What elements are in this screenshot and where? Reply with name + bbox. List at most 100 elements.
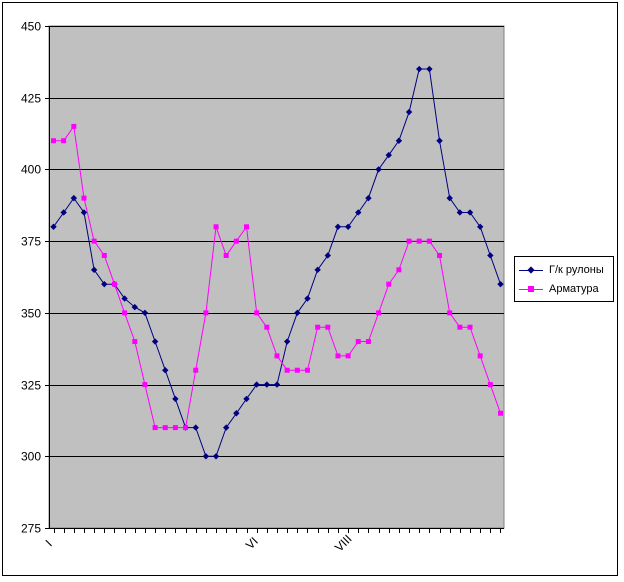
series-1-point-0 — [50, 223, 57, 230]
legend-square-marker-icon — [528, 286, 534, 292]
series-1-point-34 — [395, 137, 403, 144]
y-tick-label-450: 450 — [21, 20, 41, 34]
series-1-point-42 — [476, 223, 484, 230]
series-2-point-32 — [376, 310, 382, 316]
legend: Г/к рулоны Арматура — [514, 256, 614, 302]
series-2-point-16 — [213, 224, 219, 230]
series-1-point-29 — [344, 223, 352, 230]
series-2-point-36 — [416, 238, 422, 244]
series-2-point-11 — [162, 425, 168, 431]
series-1-point-8 — [131, 303, 138, 311]
series-1-point-39 — [446, 194, 453, 202]
line-chart: 275 300 325 350 375 400 425 450 I VI VIII — [21, 20, 505, 555]
series-1-point-21 — [263, 381, 271, 388]
series-2-point-1 — [61, 138, 67, 144]
series-1-point-20 — [253, 381, 260, 388]
series-2-point-2 — [71, 123, 77, 129]
series-2-point-6 — [111, 281, 117, 287]
series-2-point-31 — [365, 339, 371, 345]
series-2-point-39 — [447, 310, 453, 316]
series-2-point-38 — [437, 252, 443, 258]
legend-label-series-1: Г/к рулоны — [549, 264, 604, 276]
series-2-point-34 — [396, 267, 402, 273]
series-1-point-32 — [375, 166, 382, 173]
x-tick-label-2: VIII — [332, 532, 355, 555]
series-2-point-13 — [183, 425, 189, 431]
series-2-point-18 — [233, 238, 239, 244]
y-tick-label-425: 425 — [21, 92, 41, 106]
series-1-point-26 — [314, 266, 321, 274]
series-1-point-37 — [426, 65, 433, 73]
series-1-point-12 — [172, 395, 179, 403]
series-1-point-27 — [324, 252, 331, 259]
series-1-point-33 — [385, 151, 392, 159]
series-2-point-26 — [315, 324, 321, 330]
series-2-point-25 — [304, 367, 310, 373]
series-2-point-30 — [355, 339, 361, 345]
series-2-point-20 — [254, 310, 260, 316]
series-2-point-12 — [172, 425, 178, 431]
series-1-point-22 — [273, 381, 281, 388]
series-1-point-7 — [121, 295, 128, 302]
x-tick-label-0: I — [43, 537, 55, 549]
series-2-point-28 — [335, 353, 341, 359]
y-tick-label-325: 325 — [21, 379, 41, 393]
series-1-point-38 — [436, 137, 443, 144]
series-2-point-41 — [467, 324, 473, 330]
series-2-point-4 — [91, 238, 97, 244]
legend-diamond-marker-icon — [527, 266, 535, 274]
series-2-point-19 — [244, 224, 250, 230]
series-1-point-19 — [243, 395, 250, 403]
series-1-point-9 — [141, 309, 149, 317]
series-2-point-5 — [101, 252, 107, 258]
series-2-point-9 — [142, 382, 148, 388]
series-2-point-42 — [477, 353, 483, 359]
series-1-point-17 — [223, 424, 230, 431]
series-1-point-2 — [70, 194, 78, 202]
series-1-point-11 — [162, 367, 169, 374]
y-tick-label-400: 400 — [21, 163, 41, 177]
series-1-point-30 — [355, 209, 362, 216]
series-2-point-43 — [487, 382, 493, 388]
y-tick-label-375: 375 — [21, 235, 41, 249]
series-1-point-4 — [90, 266, 98, 274]
series-2-point-21 — [264, 324, 270, 330]
series-1-point-31 — [365, 194, 372, 202]
series-2-point-8 — [132, 339, 138, 345]
series-1-point-18 — [233, 410, 240, 417]
legend-item-series-2: Арматура — [519, 282, 613, 298]
series-1-point-5 — [101, 280, 108, 288]
series-1-point-36 — [416, 65, 423, 73]
series-2-point-27 — [325, 324, 331, 330]
y-tick-label-350: 350 — [21, 307, 41, 321]
series-2-point-33 — [386, 281, 392, 287]
series-1-point-25 — [304, 295, 311, 302]
legend-item-series-1: Г/к рулоны — [519, 263, 613, 279]
series-2-point-29 — [345, 353, 351, 359]
series-2-point-40 — [457, 324, 463, 330]
series-2-point-14 — [193, 367, 199, 373]
series-2-point-7 — [122, 310, 128, 316]
series-1-point-43 — [487, 252, 494, 259]
series-2-point-22 — [274, 353, 280, 359]
series-1-point-44 — [497, 280, 504, 288]
series-2-point-3 — [81, 195, 87, 201]
series-2-point-15 — [203, 310, 209, 316]
chart-area: 275 300 325 350 375 400 425 450 I VI VIII Г/к руло… — [2, 2, 618, 576]
series-1-point-3 — [80, 209, 88, 216]
x-tick-label-1: VI — [243, 534, 261, 552]
series-2-point-35 — [406, 238, 412, 244]
series-1-point-40 — [456, 209, 464, 216]
series-1-point-28 — [334, 223, 342, 230]
series-1-point-41 — [466, 209, 474, 216]
series-1-point-35 — [405, 108, 413, 116]
y-tick-label-300: 300 — [21, 450, 41, 464]
plot-area — [48, 25, 505, 529]
series-2-point-24 — [294, 367, 300, 373]
series-1-point-23 — [283, 338, 291, 345]
y-tick-label-275: 275 — [21, 522, 41, 536]
series-1-point-14 — [192, 424, 199, 431]
series-1-point-10 — [151, 338, 159, 345]
legend-label-series-2: Арматура — [549, 283, 599, 295]
series-2-point-44 — [498, 410, 503, 416]
